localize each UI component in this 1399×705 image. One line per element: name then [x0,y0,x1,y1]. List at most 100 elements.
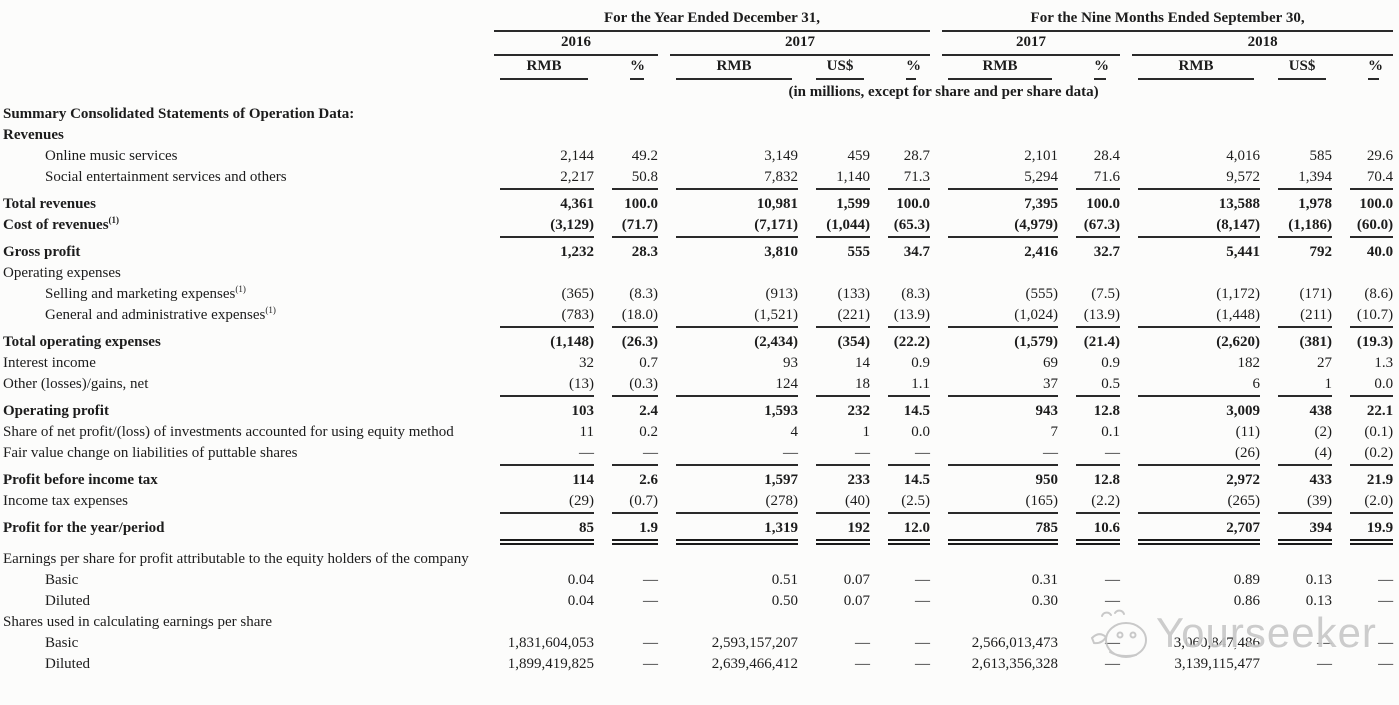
cell-value [612,549,658,570]
cell-value: (29) [500,491,594,514]
row-label: General and administrative expenses(1) [45,305,276,324]
cell-value: (13.9) [888,305,931,328]
cell-value: (1,172) [1216,286,1261,302]
cell-value: (783) [500,305,594,328]
cell-value [1350,549,1393,570]
cell-value: (2.5) [888,491,931,514]
cell-value: — [1105,635,1121,651]
cell-value: (13) [500,374,594,397]
cell-value: 1,597 [764,472,798,488]
row-label: Share of net profit/(loss) of investment… [3,424,454,440]
year-9m-2017: 2017 [942,32,1121,56]
cell-value: 100.0 [1086,196,1121,212]
cell-value: 0.1 [1101,424,1121,440]
cell-value: 438 [1309,403,1333,419]
cell-value: — [1076,443,1121,466]
cell-value: 32 [579,355,594,371]
cell-value: (2) [1314,424,1333,440]
row-label: Fair value change on liabilities of putt… [3,445,298,461]
cell-value [1138,263,1260,284]
cell-value: (4) [1278,443,1333,466]
cell-value: — [500,443,594,466]
cell-value: 12.8 [1093,472,1121,488]
col-header-pct: % [1368,56,1383,80]
cell-value: 0.13 [1305,572,1333,588]
cell-value: 1,978 [1298,196,1333,212]
cell-value: (0.1) [1364,424,1394,440]
cell-value: — [643,572,658,588]
table-row: Basic 1,831,604,053 — 2,593,157,207 — — 2,566,… [0,633,1399,654]
cell-value: — [915,593,931,609]
cell-value: — [888,443,931,466]
cell-value: 0.30 [1031,593,1059,609]
cell-value [948,612,1058,633]
row-label: Shares used in calculating earnings per … [3,614,273,630]
cell-value: (1,044) [816,215,870,238]
cell-value: (13.9) [1076,305,1121,328]
cell-value: 49.2 [631,148,658,164]
cell-value: (221) [816,305,870,328]
cell-value [948,125,1058,146]
cell-value: (7.5) [1091,286,1121,302]
cell-value: 0.07 [843,593,870,609]
cell-value: (1,579) [1014,334,1059,350]
cell-value [500,263,594,284]
cell-value: — [1105,593,1121,609]
header-period-row: For the Year Ended December 31, For the … [0,8,1399,32]
cell-value: 2,144 [560,148,594,164]
cell-value: 4,361 [560,196,594,212]
table-row: General and administrative expenses(1) (7… [0,305,1399,328]
cell-value: — [915,635,931,651]
year-2017: 2017 [670,32,931,56]
table-row: Social entertainment services and others… [0,167,1399,190]
cell-value: 0.0 [1350,374,1394,397]
cell-value [816,612,870,633]
cell-value: (71.7) [612,215,658,238]
cell-value: 103 [571,403,595,419]
cell-value [676,549,798,570]
header-currency-row: RMB % RMB US$ % RMB % RMB US$ % [0,56,1399,80]
cell-value: 943 [1035,403,1059,419]
cell-value: 50.8 [612,167,658,190]
table-row: Gross profit 1,232 28.3 3,810 555 34.7 2,416 32… [0,238,1399,263]
row-label: Income tax expenses [3,493,128,509]
cell-value: 6 [1138,374,1261,397]
cell-value: (265) [1138,491,1261,514]
row-label: Revenues [3,127,64,143]
cell-value: 71.3 [888,167,931,190]
cell-value [1138,612,1260,633]
table-row: Revenues [0,125,1399,146]
table-row: Earnings per share for profit attributab… [0,545,1399,570]
financial-table: For the Year Ended December 31, For the … [0,8,1399,675]
cell-value: 1 [1278,374,1333,397]
cell-value: — [1105,572,1121,588]
col-header-rmb: RMB [948,56,1053,80]
table-row: Online music services 2,144 49.2 3,149 459 28… [0,146,1399,167]
cell-value: (18.0) [612,305,658,328]
cell-value: (11) [1235,424,1261,440]
cell-value: 1,140 [816,167,870,190]
table-row: Fair value change on liabilities of putt… [0,443,1399,466]
cell-value: 0.2 [639,424,658,440]
units-note: (in millions, except for share and per s… [788,84,1099,100]
cell-value: 32.7 [1093,244,1121,260]
table-row: Cost of revenues(1) (3,129) (71.7) (7,171) (… [0,215,1399,238]
cell-value [1350,104,1393,125]
cell-value [612,263,658,284]
cell-value: 40.0 [1366,244,1394,260]
year-2016: 2016 [494,32,658,56]
cell-value: 3,060,847,486 [1173,635,1261,651]
cell-value: 19.9 [1350,518,1394,545]
cell-value: — [1378,572,1394,588]
cell-value: — [643,656,658,672]
cell-value: 0.13 [1305,593,1333,609]
cell-value: (26.3) [621,334,658,350]
cell-value: (1,148) [550,334,594,350]
row-label: Selling and marketing expenses(1) [45,284,246,303]
cell-value: (171) [1299,286,1333,302]
cell-value [888,125,930,146]
cell-value [948,549,1058,570]
cell-value [1278,125,1332,146]
cell-value: — [1378,635,1394,651]
cell-value: (60.0) [1350,215,1394,238]
